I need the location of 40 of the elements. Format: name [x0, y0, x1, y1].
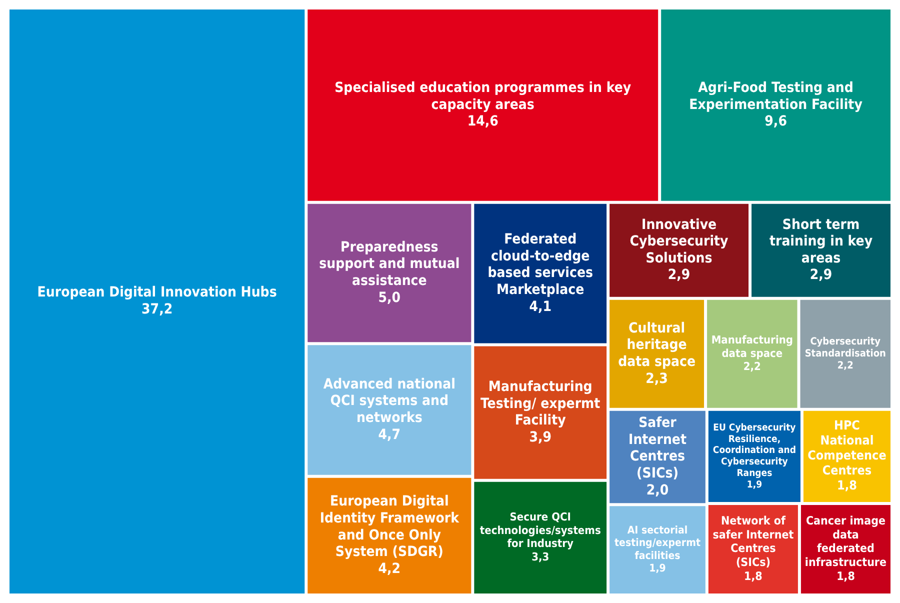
category-label: Preparedness support and mutual assistance: [319, 239, 460, 289]
data-label: 2,2: [837, 360, 854, 372]
category-label: Advanced national QCI systems and networks: [323, 376, 456, 426]
category-label: Secure QCI technologies/systems for Industry: [480, 510, 601, 550]
data-label: 3,3: [532, 550, 550, 564]
data-label: 2,0: [646, 482, 669, 498]
category-label: Manufacturing data space: [711, 334, 793, 360]
category-label: Cultural heritage data space: [618, 320, 696, 370]
data-label: 3,9: [529, 429, 552, 446]
category-label: Innovative Cybersecurity Solutions: [630, 216, 728, 266]
data-label: 4,2: [378, 560, 401, 577]
data-label: 2,9: [810, 267, 832, 284]
data-label: 1,9: [746, 479, 762, 490]
data-label: 1,8: [744, 568, 762, 583]
data-label: 1,9: [649, 562, 666, 574]
category-label: Specialised education programmes in key capacity areas: [334, 80, 632, 113]
category-label: Federated cloud-to-edge based services Marketplace: [488, 232, 593, 298]
category-label: European Digital Identity Framework and Once Only System (SDGR): [320, 494, 460, 560]
category-label: European Digital Innovation Hubs: [37, 284, 277, 301]
category-label: Cancer image data federated infrastructure: [804, 514, 887, 570]
category-label: Safer Internet Centres (SICs): [628, 415, 686, 482]
category-label: Cybersecurity Standardisation: [804, 336, 886, 360]
category-label: Short term training in key areas: [769, 216, 873, 266]
data-label: 9,6: [764, 114, 788, 130]
data-label: 2,3: [646, 370, 668, 387]
data-label: 1,8: [836, 568, 855, 583]
category-label: Agri-Food Testing and Experimentation Facility: [689, 80, 862, 113]
data-label: 4,7: [378, 426, 401, 443]
data-label: 14,6: [467, 114, 499, 130]
data-label: 4,1: [529, 298, 552, 315]
data-label: 2,9: [668, 267, 690, 284]
data-label: 5,0: [378, 290, 401, 306]
data-label: 37,2: [142, 302, 173, 318]
category-label: Network of safer Internet Centres (SICs): [712, 514, 794, 570]
category-label: AI sectorial testing/expermt facilities: [614, 524, 701, 562]
data-label: 2,2: [743, 360, 762, 373]
data-label: 1,8: [837, 478, 858, 493]
category-label: Manufacturing Testing/ expermt Facility: [480, 379, 600, 429]
category-label: EU Cybersecurity Resilience, Coordination and Cybersecurity Ranges: [712, 422, 796, 480]
category-label: HPC National Competence Centres: [808, 418, 887, 478]
